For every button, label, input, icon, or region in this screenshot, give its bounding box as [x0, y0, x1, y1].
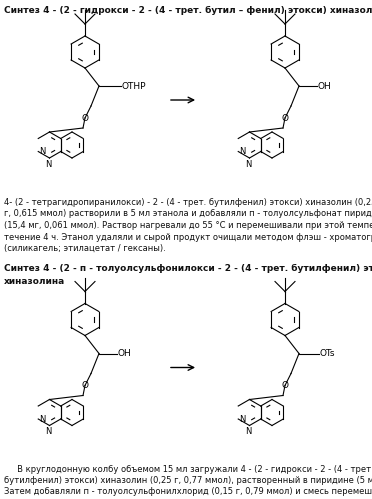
Text: OTHP: OTHP — [122, 81, 147, 90]
Text: OH: OH — [118, 349, 132, 358]
Text: N: N — [45, 428, 52, 437]
Text: N: N — [245, 160, 252, 169]
Text: OH: OH — [318, 81, 332, 90]
Text: O: O — [81, 113, 89, 122]
Text: В круглодонную колбу объемом 15 мл загружали 4 - (2 - гидрокси - 2 - (4 - трет.: В круглодонную колбу объемом 15 мл загру… — [4, 465, 372, 474]
Text: течение 4 ч. Этанол удаляли и сырой продукт очищали методом флэш - хроматографии: течение 4 ч. Этанол удаляли и сырой прод… — [4, 233, 372, 242]
Text: N: N — [239, 147, 246, 156]
Text: N: N — [239, 415, 246, 424]
Text: OTs: OTs — [320, 349, 336, 358]
Text: бутилфенил) этокси) хиназолин (0,25 г, 0,77 ммол), растворенный в пиридине (5 мл: бутилфенил) этокси) хиназолин (0,25 г, 0… — [4, 476, 372, 485]
Text: Синтез 4 - (2 - гидрокси - 2 - (4 - трет. бутил – фенил) этокси) хиназолина: Синтез 4 - (2 - гидрокси - 2 - (4 - трет… — [4, 6, 372, 15]
Text: Затем добавляли п - толуолсульфонилхлорид (0,15 г, 0,79 ммол) и смесь перемешива: Затем добавляли п - толуолсульфонилхлори… — [4, 488, 372, 497]
Text: (силикагель; этилацетат / гексаны).: (силикагель; этилацетат / гексаны). — [4, 244, 166, 253]
Text: N: N — [245, 428, 252, 437]
Text: O: O — [282, 113, 289, 122]
Text: N: N — [39, 147, 46, 156]
Text: 4- (2 - тетрагидропиранилокси) - 2 - (4 - трет. бутилфенил) этокси) хиназолин (0: 4- (2 - тетрагидропиранилокси) - 2 - (4 … — [4, 198, 372, 207]
Text: (15,4 мг, 0,061 ммол). Раствор нагревали до 55 °С и перемешивали при этой темпер: (15,4 мг, 0,061 ммол). Раствор нагревали… — [4, 221, 372, 230]
Text: N: N — [45, 160, 52, 169]
Text: хиназолина: хиназолина — [4, 276, 65, 285]
Text: г, 0,615 ммол) растворили в 5 мл этанола и добавляли п - толуолсульфонат пиридин: г, 0,615 ммол) растворили в 5 мл этанола… — [4, 210, 372, 219]
Text: O: O — [282, 381, 289, 390]
Text: O: O — [81, 381, 89, 390]
Text: Синтез 4 - (2 - п - толуолсульфонилокси - 2 - (4 - трет. бутилфенил) этокси)-: Синтез 4 - (2 - п - толуолсульфонилокси … — [4, 263, 372, 272]
Text: N: N — [39, 415, 46, 424]
